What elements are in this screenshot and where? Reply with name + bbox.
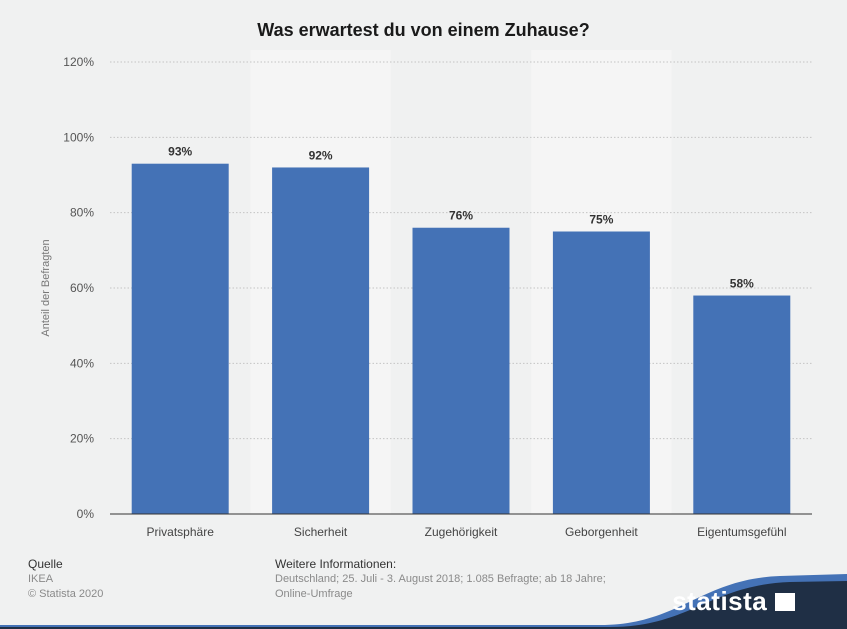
y-tick-label: 0% (77, 507, 95, 521)
data-label: 58% (730, 277, 754, 291)
y-tick-label: 120% (63, 55, 94, 69)
brand-name: statista (672, 586, 768, 616)
bar-chart: 0% 20% 40% 60% 80% 100% 120% Anteil der Befragt… (40, 55, 812, 539)
y-tick-label: 80% (70, 206, 94, 220)
x-tick-label: Zugehörigkeit (425, 525, 498, 539)
y-tick-label: 100% (63, 130, 94, 144)
footer-wave (0, 574, 847, 629)
chart-title: Was erwartest du von einem Zuhause? (257, 20, 590, 40)
y-tick-label: 20% (70, 432, 94, 446)
bar (131, 163, 229, 514)
copyright: © Statista 2020 (28, 588, 104, 600)
source-value: IKEA (28, 573, 54, 585)
y-tick-label: 40% (70, 356, 94, 370)
data-label: 93% (168, 145, 192, 159)
bar (272, 167, 370, 514)
x-tick-label: Sicherheit (294, 525, 348, 539)
source-heading: Quelle (28, 557, 63, 571)
y-tick-label: 60% (70, 281, 94, 295)
info-line-1: Deutschland; 25. Juli - 3. August 2018; … (275, 573, 606, 585)
info-block: Weitere Informationen: Deutschland; 25. … (275, 557, 606, 602)
bar (552, 231, 650, 514)
y-axis-label: Anteil der Befragten (40, 239, 52, 336)
data-label: 76% (449, 209, 473, 223)
x-tick-label: Geborgenheit (565, 525, 638, 539)
statista-logo: statista (672, 586, 795, 617)
x-tick-label: Eigentumsgefühl (697, 525, 786, 539)
statista-logo-icon (775, 593, 795, 611)
info-heading: Weitere Informationen: (275, 557, 397, 571)
data-label: 75% (589, 213, 613, 227)
data-label: 92% (309, 148, 333, 162)
source-block: Quelle IKEA © Statista 2020 (28, 557, 103, 602)
x-tick-label: Privatsphäre (147, 525, 215, 539)
info-line-2: Online-Umfrage (275, 588, 353, 600)
bar (412, 227, 510, 514)
bar (693, 295, 791, 514)
